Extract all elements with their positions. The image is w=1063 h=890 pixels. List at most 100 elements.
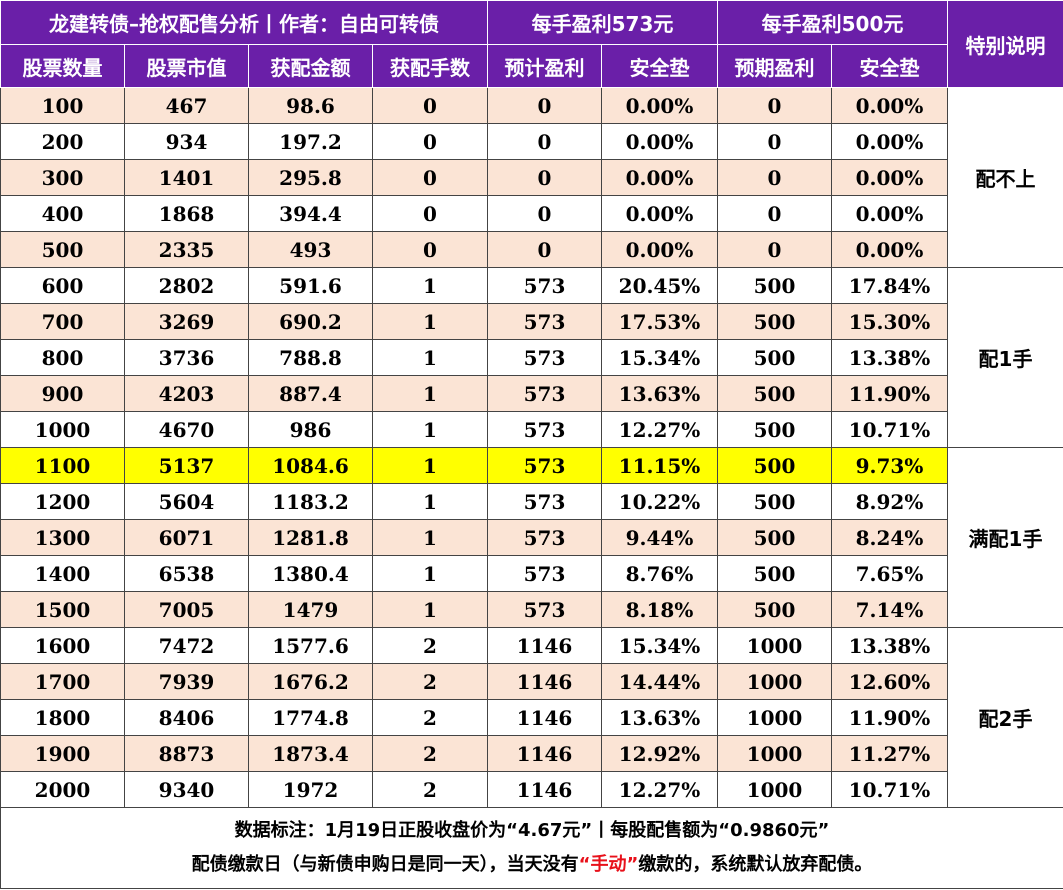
cell-safety-573: 12.92% [601,735,718,772]
cell-safety-573: 8.18% [601,591,718,628]
cell-safety-573: 17.53% [601,303,718,340]
cell-safety-573: 12.27% [601,771,718,808]
cell-shares: 1900 [0,735,125,772]
cell-safety-573: 0.00% [601,123,718,160]
cell-exp-profit-500: 0 [717,159,832,196]
cell-safety-573: 15.34% [601,627,718,664]
table-row: 200 934 197.2 0 0 0.00% 0 0.00% [0,123,1063,160]
cell-shares: 100 [0,87,125,124]
cell-shares: 1700 [0,663,125,700]
cell-est-profit-573: 573 [487,411,602,448]
cell-allocated-amount: 1380.4 [248,555,373,592]
cell-exp-profit-500: 0 [717,87,832,124]
cell-shares: 1500 [0,591,125,628]
col-header-safety-500: 安全垫 [831,44,948,88]
cell-allocated-amount: 591.6 [248,267,373,304]
cell-exp-profit-500: 500 [717,267,832,304]
cell-allocated-lots: 2 [372,771,488,808]
cell-allocated-lots: 2 [372,735,488,772]
cell-safety-500: 7.65% [831,555,948,592]
cell-exp-profit-500: 500 [717,339,832,376]
cell-market-value: 5137 [124,447,249,484]
cell-est-profit-573: 1146 [487,699,602,736]
cell-market-value: 4203 [124,375,249,412]
col-header-safety-573: 安全垫 [601,44,718,88]
cell-safety-500: 8.92% [831,483,948,520]
cell-est-profit-573: 573 [487,447,602,484]
cell-allocated-amount: 197.2 [248,123,373,160]
table-row: 800 3736 788.8 1 573 15.34% 500 13.38% [0,339,1063,376]
cell-safety-500: 11.27% [831,735,948,772]
footer-notes: 数据标注：1月19日正股收盘价为“4.67元”丨每股配售额为“0.9860元” … [0,807,1063,889]
table-row: 1900 8873 1873.4 2 1146 12.92% 1000 11.27% [0,735,1063,772]
cell-safety-500: 11.90% [831,375,948,412]
cell-safety-500: 11.90% [831,699,948,736]
cell-shares: 600 [0,267,125,304]
cell-est-profit-573: 573 [487,375,602,412]
cell-est-profit-573: 1146 [487,663,602,700]
cell-exp-profit-500: 500 [717,447,832,484]
footer-line-1: 数据标注：1月19日正股收盘价为“4.67元”丨每股配售额为“0.9860元” [234,820,830,841]
cell-exp-profit-500: 1000 [717,735,832,772]
cell-allocated-lots: 0 [372,195,488,232]
cell-exp-profit-500: 500 [717,555,832,592]
cell-market-value: 934 [124,123,249,160]
cell-shares: 200 [0,123,125,160]
cell-market-value: 8406 [124,699,249,736]
cell-est-profit-573: 0 [487,159,602,196]
cell-allocated-lots: 0 [372,123,488,160]
cell-shares: 800 [0,339,125,376]
cell-safety-573: 13.63% [601,699,718,736]
col-header-est-profit-573: 预计盈利 [487,44,602,88]
table-row: 1700 7939 1676.2 2 1146 14.44% 1000 12.60% [0,663,1063,700]
group-header-500: 每手盈利500元 [717,0,948,45]
table-row: 300 1401 295.8 0 0 0.00% 0 0.00% [0,159,1063,196]
cell-safety-573: 12.27% [601,411,718,448]
cell-market-value: 2335 [124,231,249,268]
cell-est-profit-573: 1146 [487,627,602,664]
cell-shares: 1400 [0,555,125,592]
cell-allocated-lots: 2 [372,663,488,700]
table-row: 100 467 98.6 0 0 0.00% 0 0.00% 配不上 [0,87,1063,268]
cell-allocated-amount: 394.4 [248,195,373,232]
cell-exp-profit-500: 1000 [717,663,832,700]
special-note-cell: 配不上 [947,87,1063,268]
table-row: 1800 8406 1774.8 2 1146 13.63% 1000 11.90% [0,699,1063,736]
col-header-exp-profit-500: 预期盈利 [717,44,832,88]
cell-safety-500: 7.14% [831,591,948,628]
cell-shares: 500 [0,231,125,268]
cell-est-profit-573: 1146 [487,771,602,808]
cell-shares: 1600 [0,627,125,664]
cell-market-value: 1868 [124,195,249,232]
cell-market-value: 467 [124,87,249,124]
cell-safety-500: 9.73% [831,447,948,484]
cell-exp-profit-500: 0 [717,195,832,232]
cell-allocated-lots: 1 [372,411,488,448]
cell-est-profit-573: 0 [487,231,602,268]
cell-safety-500: 12.60% [831,663,948,700]
cell-exp-profit-500: 500 [717,519,832,556]
cell-safety-573: 9.44% [601,519,718,556]
cell-safety-500: 17.84% [831,267,948,304]
table-row: 1600 7472 1577.6 2 1146 15.34% 1000 13.38% 配2手 [0,627,1063,808]
cell-market-value: 2802 [124,267,249,304]
cell-allocated-amount: 1676.2 [248,663,373,700]
table-row: 1300 6071 1281.8 1 573 9.44% 500 8.24% [0,519,1063,556]
cell-shares: 700 [0,303,125,340]
footer-line-2-post: 缴款的，系统默认放弃配债。 [638,854,873,875]
cell-safety-573: 11.15% [601,447,718,484]
cell-est-profit-573: 0 [487,195,602,232]
table-row: 500 2335 493 0 0 0.00% 0 0.00% [0,231,1063,268]
cell-shares: 1000 [0,411,125,448]
cell-exp-profit-500: 1000 [717,771,832,808]
col-header-shares: 股票数量 [0,44,125,88]
cell-est-profit-573: 0 [487,87,602,124]
cell-allocated-amount: 1084.6 [248,447,373,484]
cell-allocated-lots: 1 [372,519,488,556]
cell-exp-profit-500: 500 [717,303,832,340]
cell-safety-573: 0.00% [601,87,718,124]
cell-exp-profit-500: 0 [717,231,832,268]
cell-safety-573: 20.45% [601,267,718,304]
col-header-allocated-lots: 获配手数 [372,44,488,88]
